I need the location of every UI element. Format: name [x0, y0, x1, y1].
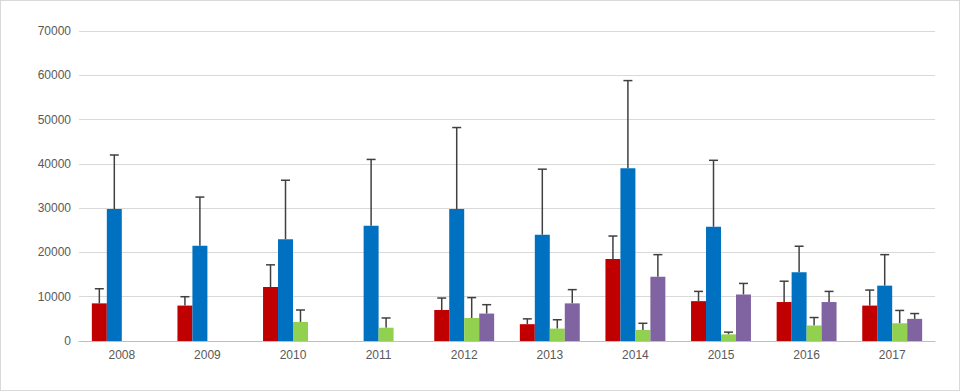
svg-text:40000: 40000: [38, 157, 72, 171]
svg-text:70000: 70000: [38, 24, 72, 38]
svg-text:2009: 2009: [194, 348, 221, 362]
svg-text:20000: 20000: [38, 245, 72, 259]
svg-text:60000: 60000: [38, 68, 72, 82]
svg-text:30000: 30000: [38, 201, 72, 215]
svg-text:2014: 2014: [622, 348, 649, 362]
svg-text:2013: 2013: [536, 348, 563, 362]
svg-text:50000: 50000: [38, 113, 72, 127]
svg-text:10000: 10000: [38, 290, 72, 304]
svg-text:2012: 2012: [451, 348, 478, 362]
svg-text:2011: 2011: [366, 348, 392, 362]
svg-text:2015: 2015: [708, 348, 735, 362]
svg-text:0: 0: [64, 334, 71, 348]
svg-text:2010: 2010: [280, 348, 307, 362]
svg-text:2008: 2008: [108, 348, 135, 362]
svg-text:2016: 2016: [793, 348, 820, 362]
svg-text:2017: 2017: [879, 348, 906, 362]
